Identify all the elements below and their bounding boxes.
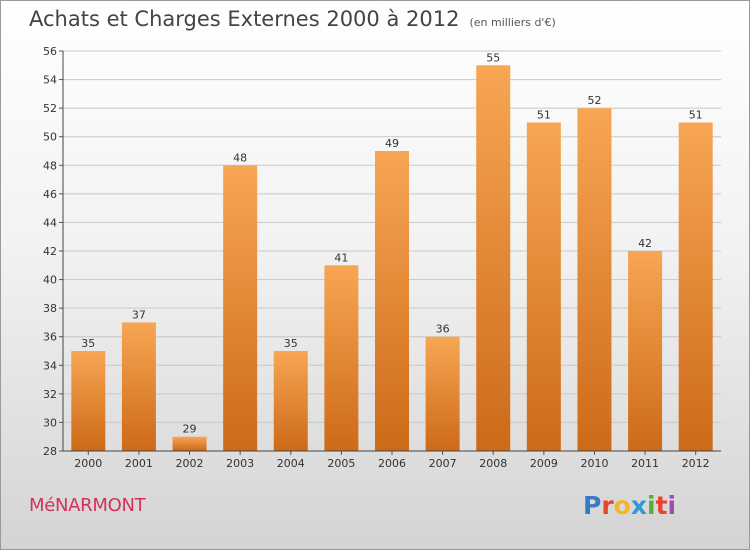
data-label-2005: 41: [334, 251, 348, 264]
x-tick-label-2004: 2004: [277, 457, 305, 470]
data-label-2002: 29: [183, 423, 197, 436]
bar-2012: [678, 122, 713, 451]
y-tick-label: 38: [43, 302, 57, 315]
logo-letter: x: [630, 491, 647, 520]
bar-2010: [577, 108, 612, 452]
x-tick-label-2009: 2009: [530, 457, 558, 470]
data-label-2009: 51: [537, 108, 551, 121]
x-tick-label-2011: 2011: [631, 457, 659, 470]
bar-2003: [223, 165, 258, 452]
chart-title: Achats et Charges Externes 2000 à 2012 (e…: [29, 7, 556, 31]
y-tick-label: 28: [43, 445, 57, 458]
x-tick-label-2006: 2006: [378, 457, 406, 470]
bar-2004: [273, 351, 308, 451]
y-tick-label: 40: [43, 274, 57, 287]
logo-letter: t: [655, 491, 668, 520]
axes: 28 30 32 34 36 38 40 42 44 46 48 50 52 54 56 2000 2001 20…: [43, 45, 721, 470]
x-tick-label-2012: 2012: [682, 457, 710, 470]
y-tick-label: 48: [43, 159, 57, 172]
data-label-2012: 51: [689, 108, 703, 121]
x-tick-label-2005: 2005: [327, 457, 355, 470]
data-label-2007: 36: [436, 323, 450, 336]
bar-2002: [172, 436, 207, 451]
bar-2006: [375, 151, 409, 451]
logo-letter: i: [647, 491, 656, 520]
logo-letter: i: [667, 491, 677, 520]
x-tick-label-2000: 2000: [74, 457, 102, 470]
data-label-2004: 35: [284, 337, 298, 350]
y-tick-label: 36: [43, 331, 57, 344]
bar-2007: [425, 336, 460, 451]
y-tick-label: 54: [43, 74, 57, 87]
y-tick-label: 56: [43, 45, 57, 58]
x-tick-label-2007: 2007: [429, 457, 457, 470]
y-tick-label: 52: [43, 102, 57, 115]
commune-name: MéNARMONT: [29, 495, 146, 516]
bars: 35 37 29 48 35 41 49 36 55 51 52 42 51: [71, 51, 713, 452]
x-tick-label-2008: 2008: [479, 457, 507, 470]
x-tick-label-2003: 2003: [226, 457, 254, 470]
bar-2008: [476, 65, 511, 452]
data-label-2010: 52: [587, 94, 601, 107]
data-label-2008: 55: [486, 51, 500, 64]
y-tick-label: 32: [43, 388, 57, 401]
bar-2009: [526, 122, 561, 451]
y-tick-label: 42: [43, 245, 57, 258]
data-label-2001: 37: [132, 308, 146, 321]
x-tick-label-2001: 2001: [125, 457, 153, 470]
y-tick-label: 34: [43, 359, 57, 372]
data-label-2006: 49: [385, 137, 399, 150]
chart-subtitle: (en milliers d'€): [469, 16, 556, 29]
proxiti-logo: Proxiti: [583, 491, 676, 520]
logo-letter: r: [601, 491, 614, 520]
data-label-2003: 48: [233, 151, 247, 164]
chart-title-text: Achats et Charges Externes 2000 à 2012: [29, 7, 460, 31]
data-label-2000: 35: [81, 337, 95, 350]
bar-2011: [628, 251, 663, 451]
logo-letter: P: [583, 491, 602, 520]
data-label-2011: 42: [638, 237, 652, 250]
bar-2005: [324, 265, 359, 451]
y-tick-label: 50: [43, 131, 57, 144]
bar-2001: [121, 322, 156, 451]
bar-2000: [71, 351, 106, 451]
y-tick-label: 44: [43, 216, 57, 229]
y-tick-label: 46: [43, 188, 57, 201]
logo-letter: o: [613, 491, 631, 520]
x-tick-label-2002: 2002: [176, 457, 204, 470]
y-tick-label: 30: [43, 416, 57, 429]
x-tick-label-2010: 2010: [580, 457, 608, 470]
